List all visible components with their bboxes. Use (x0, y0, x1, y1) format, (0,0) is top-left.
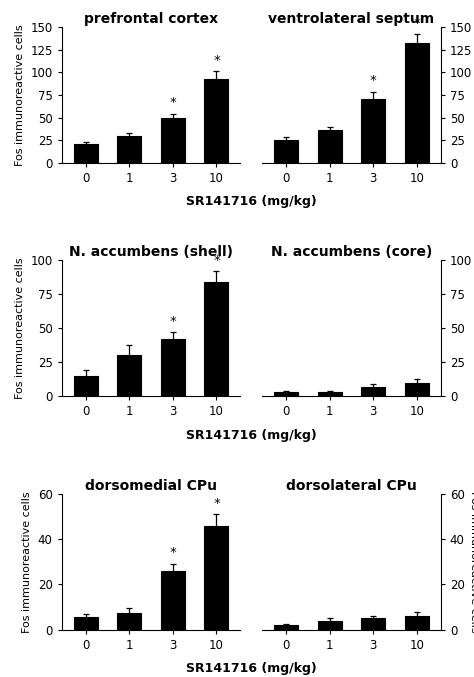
Bar (117, 355, 141, 396)
Title: ventrolateral septum: ventrolateral septum (268, 12, 435, 26)
Bar (204, 282, 228, 396)
Bar (361, 100, 385, 162)
Bar (204, 525, 228, 630)
Text: *: * (413, 16, 420, 30)
Bar (274, 140, 298, 162)
Text: *: * (213, 254, 220, 267)
Bar (405, 616, 429, 630)
Bar (274, 625, 298, 630)
Y-axis label: Fos immunoreactive cells: Fos immunoreactive cells (22, 491, 32, 632)
Bar (318, 621, 342, 630)
Bar (73, 376, 98, 396)
Bar (161, 339, 185, 396)
Y-axis label: Fos immunoreactive cells: Fos immunoreactive cells (15, 257, 25, 399)
Bar (318, 130, 342, 162)
Bar (161, 118, 185, 162)
Bar (318, 392, 342, 396)
Y-axis label: Fos immunoreactive cells: Fos immunoreactive cells (15, 24, 25, 166)
Title: N. accumbens (shell): N. accumbens (shell) (69, 245, 233, 259)
Title: dorsolateral CPu: dorsolateral CPu (286, 479, 417, 493)
Text: *: * (170, 315, 176, 328)
Text: *: * (213, 53, 220, 66)
Text: SR141716 (mg/kg): SR141716 (mg/kg) (186, 195, 317, 209)
Bar (361, 618, 385, 630)
Y-axis label: Fos immunoreactive cells: Fos immunoreactive cells (469, 491, 474, 632)
Bar (361, 387, 385, 396)
Text: *: * (370, 74, 376, 87)
Bar (73, 617, 98, 630)
Text: *: * (170, 96, 176, 109)
Text: *: * (213, 496, 220, 510)
Title: N. accumbens (core): N. accumbens (core) (271, 245, 432, 259)
Text: SR141716 (mg/kg): SR141716 (mg/kg) (186, 662, 317, 675)
Bar (405, 383, 429, 396)
Bar (117, 613, 141, 630)
Bar (117, 135, 141, 162)
Bar (204, 79, 228, 162)
Bar (405, 43, 429, 162)
Title: dorsomedial CPu: dorsomedial CPu (85, 479, 217, 493)
Bar (161, 571, 185, 630)
Text: *: * (170, 546, 176, 559)
Text: SR141716 (mg/kg): SR141716 (mg/kg) (186, 429, 317, 441)
Bar (73, 144, 98, 162)
Title: prefrontal cortex: prefrontal cortex (84, 12, 218, 26)
Bar (274, 392, 298, 396)
